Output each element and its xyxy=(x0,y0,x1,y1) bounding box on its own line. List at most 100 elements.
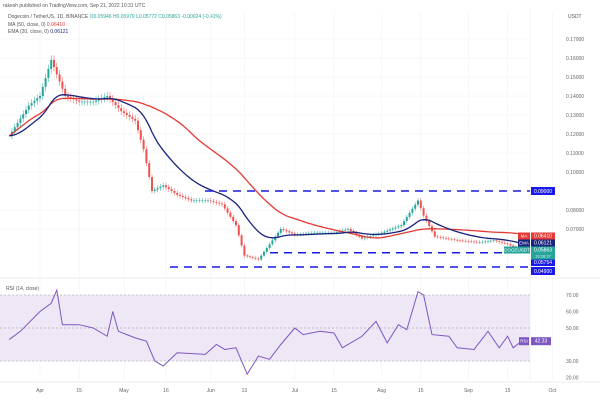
candle-body xyxy=(335,232,338,233)
y-tick-label: 0.07000 xyxy=(566,227,584,233)
candle-body xyxy=(487,241,489,242)
candle-body xyxy=(19,118,22,123)
candle-body xyxy=(195,200,198,202)
level-price-tag xyxy=(531,187,555,195)
rsi-line xyxy=(8,288,522,376)
candle-body xyxy=(106,96,109,98)
candle-body xyxy=(181,195,184,198)
candle-body xyxy=(67,96,69,98)
y-tick-label: 0.08000 xyxy=(566,208,584,214)
ema-label: EMA (20, close, 0) xyxy=(8,29,49,35)
x-tick-label: 15 xyxy=(76,388,82,394)
candle-body xyxy=(232,216,235,222)
candle-body xyxy=(221,203,223,205)
candle-body xyxy=(475,241,478,243)
candle-body xyxy=(321,232,324,234)
candle-body xyxy=(41,86,44,96)
candle-body xyxy=(165,185,167,188)
rsi-name-tag xyxy=(519,337,529,346)
ema-value: 0.06121 xyxy=(50,29,69,35)
rsi-legend: RSI (14, close) xyxy=(6,286,40,292)
candle-body xyxy=(501,241,503,243)
candle-body xyxy=(114,102,117,106)
ohlc-values: O0.05946 H0.05979 L0.05772 C0.05863 -0.0… xyxy=(89,14,222,20)
candle-body xyxy=(417,200,419,205)
candle-body xyxy=(117,105,120,109)
candle-body xyxy=(44,77,47,87)
candle-body xyxy=(128,115,131,117)
rsi-tick-label: 20.00 xyxy=(566,376,579,382)
x-tick-label: 15 xyxy=(505,388,511,394)
symbol-name: Dogecoin / TetherUS, 1D, BINANCE xyxy=(8,14,89,20)
x-tick-label: Sep xyxy=(464,388,473,394)
x-tick-label: 16 xyxy=(163,388,169,394)
candle-body xyxy=(92,101,95,103)
x-tick-label: Apr xyxy=(36,388,44,394)
candle-body xyxy=(153,189,156,191)
rsi-tick-label: 60.00 xyxy=(566,310,579,316)
candle-body xyxy=(240,235,243,246)
candle-body xyxy=(251,257,254,258)
y-tick-label: 0.16000 xyxy=(566,56,584,62)
candle-body xyxy=(428,220,431,227)
candle-body xyxy=(64,88,67,96)
rsi-value-text: 42.33 xyxy=(535,339,548,345)
candle-body xyxy=(453,239,456,241)
candle-body xyxy=(411,208,414,213)
candle-body xyxy=(473,241,475,243)
candle-body xyxy=(170,189,173,191)
rsi-name-text: RSI xyxy=(520,339,528,344)
candle-body xyxy=(223,204,226,209)
candle-body xyxy=(184,197,187,199)
candle-body xyxy=(495,240,498,242)
y-tick-label: 0.13000 xyxy=(566,113,584,119)
x-tick-label: 15 xyxy=(331,388,337,394)
price-tag-name: MA xyxy=(521,234,528,239)
candle-body xyxy=(36,98,39,101)
candle-body xyxy=(282,229,285,231)
candle-body xyxy=(207,200,209,202)
candle-body xyxy=(139,130,142,140)
x-tick-label: Jul xyxy=(292,388,298,394)
candle-body xyxy=(218,202,221,204)
candle-body xyxy=(187,198,190,200)
candle-body xyxy=(425,215,428,221)
candle-body xyxy=(369,236,372,237)
candle-body xyxy=(347,229,349,230)
candle-body xyxy=(509,244,512,246)
candle-body xyxy=(249,256,251,258)
candle-body xyxy=(53,59,55,68)
candle-body xyxy=(344,229,347,231)
candle-body xyxy=(265,248,268,252)
candle-body xyxy=(506,243,509,245)
candle-body xyxy=(120,108,123,112)
candle-body xyxy=(86,101,89,103)
candle-body xyxy=(319,232,321,234)
candle-body xyxy=(461,240,464,242)
candle-body xyxy=(489,240,492,242)
candle-body xyxy=(291,232,293,234)
candle-body xyxy=(50,59,53,69)
ema-line xyxy=(9,94,522,245)
candle-body xyxy=(235,221,237,226)
candle-body xyxy=(145,149,148,164)
candle-body xyxy=(397,226,400,228)
x-tick-label: Oct xyxy=(549,388,557,394)
price-tag-value: 0.05863 xyxy=(534,248,552,254)
candle-body xyxy=(254,257,257,259)
candle-body xyxy=(464,240,467,242)
candle-body xyxy=(25,109,27,115)
candle-body xyxy=(257,258,260,260)
candle-body xyxy=(237,225,240,236)
y-tick-label: 0.15000 xyxy=(566,75,584,81)
candle-body xyxy=(467,241,470,242)
candle-body xyxy=(148,163,151,178)
candle-body xyxy=(201,200,204,202)
level-price-tag xyxy=(531,258,555,266)
price-tag-name: EMA xyxy=(519,241,529,246)
candle-body xyxy=(125,113,128,115)
level-price-tag xyxy=(531,267,555,275)
price-tag-name: DOGEUSDT xyxy=(504,248,530,253)
candle-body xyxy=(481,241,484,243)
